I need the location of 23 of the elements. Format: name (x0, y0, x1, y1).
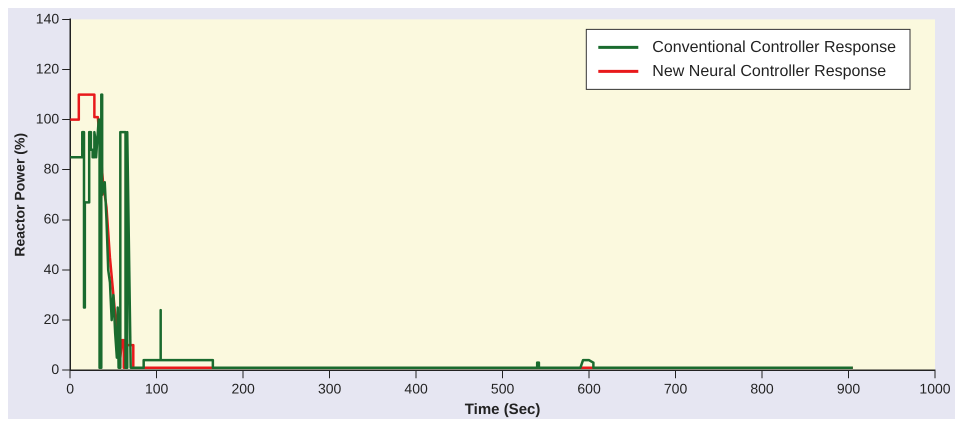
x-tick-label: 200 (231, 380, 256, 396)
x-tick-label: 600 (577, 380, 601, 396)
y-tick-label: 100 (36, 110, 60, 126)
y-tick-label: 0 (51, 361, 60, 378)
y-tick-label: 140 (36, 10, 60, 26)
x-tick-label: 800 (750, 380, 774, 396)
x-tick-label: 1000 (919, 380, 951, 396)
x-tick-label: 100 (144, 380, 169, 396)
y-tick-label: 60 (44, 210, 60, 227)
y-tick-label: 40 (44, 260, 60, 277)
x-tick-label: 300 (318, 380, 342, 396)
legend-label: New Neural Controller Response (652, 62, 886, 80)
x-tick-label: 400 (404, 380, 428, 396)
x-tick-label: 900 (836, 380, 860, 396)
x-tick-label: 500 (490, 380, 514, 396)
y-tick-label: 80 (44, 160, 60, 177)
x-tick-label: 0 (66, 380, 74, 396)
x-axis-title: Time (Sec) (464, 401, 540, 418)
y-tick-label: 120 (36, 60, 60, 76)
y-tick-label: 20 (44, 310, 60, 327)
x-tick-label: 700 (664, 380, 688, 396)
y-axis-title: Reactor Power (%) (11, 132, 28, 257)
legend-label: Conventional Controller Response (652, 38, 896, 56)
